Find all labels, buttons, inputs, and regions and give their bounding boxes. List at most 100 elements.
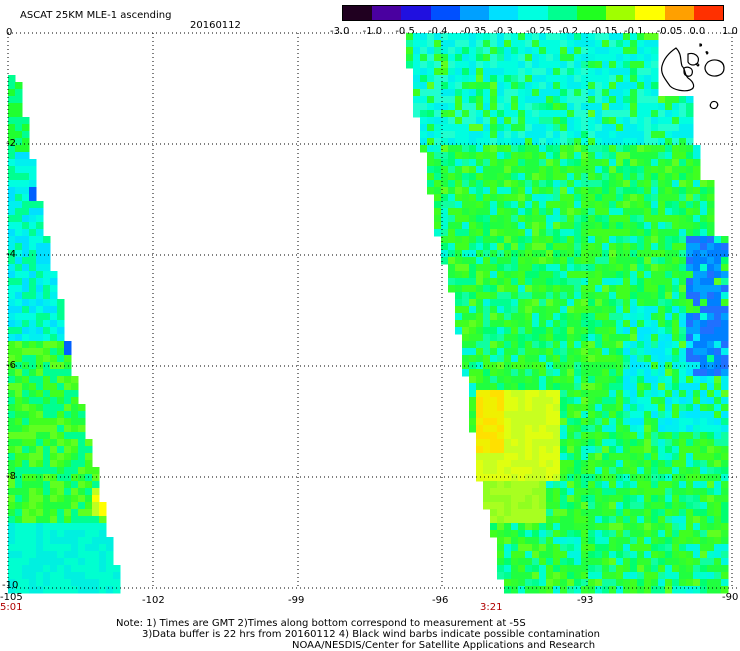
swath-cell <box>483 502 491 510</box>
swath-cell <box>658 572 666 580</box>
colorbar-segment <box>372 6 402 20</box>
swath-cell <box>651 341 659 349</box>
swath-cell <box>665 250 673 258</box>
swath-cell <box>8 96 16 104</box>
swath-cell <box>581 320 589 328</box>
swath-cell <box>525 82 533 90</box>
swath-cell <box>623 47 631 55</box>
swath-cell <box>574 96 582 104</box>
swath-cell <box>567 145 575 153</box>
swath-cell <box>616 453 624 461</box>
swath-cell <box>672 586 680 594</box>
swath-cell <box>686 586 694 594</box>
swath-cell <box>427 89 435 97</box>
swath-cell <box>539 54 547 62</box>
swath-cell <box>574 138 582 146</box>
swath-cell <box>658 292 666 300</box>
swath-cell <box>686 390 694 398</box>
swath-cell <box>518 348 526 356</box>
swath-cell <box>595 222 603 230</box>
swath-cell <box>560 376 568 384</box>
swath-cell <box>539 509 547 517</box>
swath-cell <box>574 250 582 258</box>
swath-cell <box>658 530 666 538</box>
swath-cell <box>623 285 631 293</box>
swath-cell <box>36 313 44 321</box>
swath-cell <box>476 236 484 244</box>
swath-cell <box>700 264 708 272</box>
swath-cell <box>623 544 631 552</box>
swath-cell <box>518 516 526 524</box>
swath-cell <box>29 327 37 335</box>
swath-cell <box>99 579 107 587</box>
swath-cell <box>532 187 540 195</box>
swath-cell <box>707 558 715 566</box>
swath-cell <box>553 222 561 230</box>
swath-cell <box>462 285 470 293</box>
swath-cell <box>644 327 652 335</box>
swath-cell <box>658 558 666 566</box>
swath-cell <box>483 355 491 363</box>
swath-cell <box>602 390 610 398</box>
swath-cell <box>29 495 37 503</box>
swath-cell <box>588 551 596 559</box>
swath-cell <box>483 236 491 244</box>
swath-cell <box>651 523 659 531</box>
swath-cell <box>413 40 421 48</box>
swath-cell <box>92 537 100 545</box>
swath-cell <box>623 432 631 440</box>
swath-cell <box>588 124 596 132</box>
swath-cell <box>57 439 65 447</box>
swath-cell <box>43 530 51 538</box>
swath-cell <box>637 166 645 174</box>
swath-cell <box>85 579 93 587</box>
swath-cell <box>672 341 680 349</box>
swath-cell <box>714 502 722 510</box>
swath-cell <box>539 502 547 510</box>
swath-cell <box>560 194 568 202</box>
swath-cell <box>539 383 547 391</box>
swath-cell <box>609 474 617 482</box>
swath-cell <box>616 299 624 307</box>
swath-cell <box>637 236 645 244</box>
swath-cell <box>658 103 666 111</box>
swath-cell <box>602 488 610 496</box>
swath-cell <box>8 180 16 188</box>
swath-cell <box>686 313 694 321</box>
swath-cell <box>623 460 631 468</box>
swath-cell <box>469 75 477 83</box>
swath-cell <box>686 348 694 356</box>
swath-cell <box>665 418 673 426</box>
swath-cell <box>476 89 484 97</box>
swath-cell <box>546 383 554 391</box>
swath-cell <box>553 110 561 118</box>
swath-cell <box>92 579 100 587</box>
swath-cell <box>483 75 491 83</box>
swath-cell <box>483 250 491 258</box>
swath-cell <box>595 166 603 174</box>
swath-cell <box>602 68 610 76</box>
swath-cell <box>721 299 729 307</box>
swath-cell <box>532 516 540 524</box>
swath-cell <box>602 215 610 223</box>
swath-cell <box>546 152 554 160</box>
swath-cell <box>658 411 666 419</box>
swath-cell <box>665 306 673 314</box>
swath-cell <box>36 488 44 496</box>
swath-cell <box>686 551 694 559</box>
swath-cell <box>665 488 673 496</box>
swath-cell <box>609 488 617 496</box>
swath-cell <box>8 243 16 251</box>
swath-cell <box>50 341 58 349</box>
swath-cell <box>43 411 51 419</box>
swath-cell <box>574 439 582 447</box>
swath-cell <box>665 222 673 230</box>
swath-cell <box>553 131 561 139</box>
swath-cell <box>29 334 37 342</box>
swath-cell <box>497 96 505 104</box>
swath-cell <box>567 201 575 209</box>
swath-cell <box>546 201 554 209</box>
swath-cell <box>15 313 23 321</box>
swath-cell <box>623 250 631 258</box>
swath-cell <box>8 404 16 412</box>
